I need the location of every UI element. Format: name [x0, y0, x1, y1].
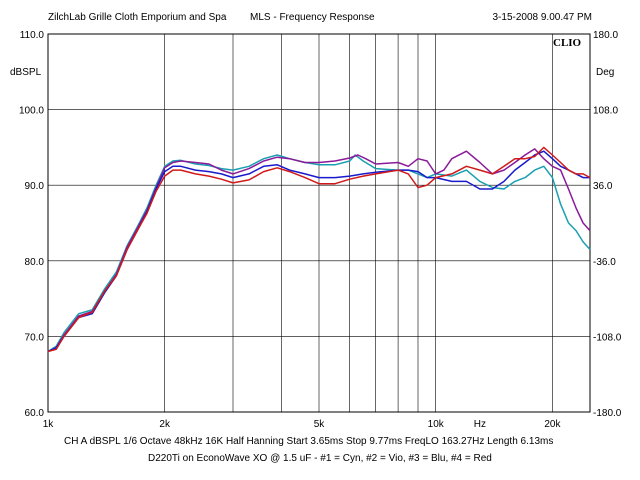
series-line-4-red: [47, 146, 591, 353]
y2-tick-label: 108.0: [593, 106, 618, 117]
series-lines: [47, 146, 591, 353]
y2-axis-ticks: -180.0 -108.0 -36.0 36.0 108.0 180.0: [593, 30, 622, 419]
y2-tick-label: 180.0: [593, 30, 618, 41]
legend-caption-text: D220Ti on EconoWave XO @ 1.5 uF - #1 = C…: [148, 453, 492, 464]
y2-tick-label: -180.0: [593, 408, 622, 419]
y2-tick-label: -36.0: [593, 257, 616, 268]
timestamp-text: 3-15-2008 9.00.47 PM: [492, 12, 592, 23]
clio-logo: CLIO: [553, 37, 582, 49]
y2-axis-label: Deg: [596, 67, 614, 78]
x-axis-ticks: 1k 2k 5k 10k 20k Hz: [43, 419, 562, 430]
plot-frame: [47, 33, 591, 413]
measurement-settings-text: CH A dBSPL 1/6 Octave 48kHz 16K Half Han…: [64, 436, 553, 447]
y-axis-label: dBSPL: [10, 67, 42, 78]
y2-tick-label: -108.0: [593, 332, 622, 343]
x-tick-label: 2k: [159, 419, 171, 430]
y-tick-label: 80.0: [25, 257, 45, 268]
x-tick-label: 10k: [428, 419, 445, 430]
grid-lines: [47, 33, 590, 413]
chart-title: MLS - Frequency Response: [250, 12, 375, 23]
lab-name-text: ZilchLab Grille Cloth Emporium and Spa: [48, 12, 227, 23]
y-axis-ticks: 60.0 70.0 80.0 90.0 100.0 110.0: [19, 30, 44, 419]
y-tick-label: 110.0: [20, 30, 45, 41]
x-axis-unit-label: Hz: [474, 419, 486, 430]
x-tick-label: 20k: [544, 419, 561, 430]
series-line-2-vio: [47, 148, 591, 353]
x-tick-label: 5k: [314, 419, 326, 430]
y-tick-label: 60.0: [25, 408, 45, 419]
y-tick-label: 70.0: [25, 332, 45, 343]
x-tick-label: 1k: [43, 419, 55, 430]
y-tick-label: 90.0: [25, 181, 45, 192]
y2-tick-label: 36.0: [593, 181, 613, 192]
chart-header: ZilchLab Grille Cloth Emporium and Spa M…: [48, 12, 592, 23]
y-tick-label: 100.0: [19, 106, 44, 117]
